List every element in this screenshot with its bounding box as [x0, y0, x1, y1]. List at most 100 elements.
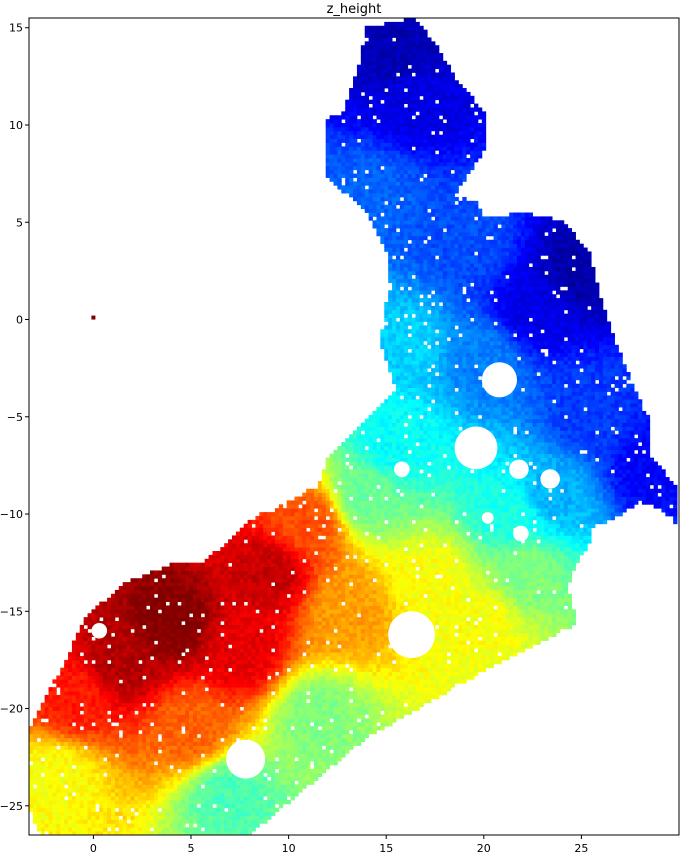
heatmap-cell [279, 637, 283, 641]
heatmap-cell [224, 644, 228, 648]
heatmap-cell [267, 800, 271, 804]
heatmap-cell [107, 633, 111, 637]
heatmap-cell [189, 563, 193, 567]
heatmap-cell [170, 609, 174, 613]
heatmap-cell [52, 738, 56, 742]
heatmap-cell [154, 804, 158, 808]
heatmap-cell [76, 816, 80, 820]
heatmap-cell [326, 477, 330, 481]
heatmap-cell [123, 714, 127, 718]
heatmap-cell [146, 687, 150, 691]
heatmap-cell [255, 590, 259, 594]
heatmap-cell [205, 648, 209, 652]
heatmap-cell [127, 777, 131, 781]
heatmap-cell [279, 551, 283, 555]
heatmap-cell [326, 469, 330, 473]
heatmap-cell [252, 816, 256, 820]
heatmap-cell [283, 777, 287, 781]
heatmap-cell [263, 528, 267, 532]
heatmap-cell [56, 792, 60, 796]
heatmap-cell [228, 629, 232, 633]
heatmap-cell [330, 629, 334, 633]
heatmap-cell [224, 738, 228, 742]
heatmap-cell [64, 703, 68, 707]
heatmap-cell [232, 675, 236, 679]
heatmap-cell [228, 808, 232, 812]
heatmap-cell [49, 804, 53, 808]
heatmap-cell [103, 738, 107, 742]
heatmap-cell [127, 800, 131, 804]
heatmap-cell [76, 656, 80, 660]
heatmap-cell [314, 660, 318, 664]
heatmap-cell [158, 819, 162, 823]
heatmap-cell [88, 644, 92, 648]
heatmap-cell [185, 687, 189, 691]
heatmap-cell [72, 753, 76, 757]
heatmap-cell [68, 753, 72, 757]
heatmap-cell [236, 808, 240, 812]
heatmap-cell [306, 551, 310, 555]
heatmap-cell [228, 788, 232, 792]
heatmap-cell [123, 625, 127, 629]
heatmap-cell [111, 714, 115, 718]
heatmap-cell [271, 695, 275, 699]
heatmap-cell [166, 574, 170, 578]
heatmap-cell [170, 726, 174, 730]
heatmap-cell [310, 711, 314, 715]
heatmap-cell [80, 683, 84, 687]
heatmap-cell [279, 777, 283, 781]
heatmap-cell [170, 590, 174, 594]
heatmap-cell [209, 722, 213, 726]
heatmap-cell [291, 757, 295, 761]
heatmap-cell [142, 804, 146, 808]
heatmap-cell [162, 726, 166, 730]
heatmap-cell [244, 812, 248, 816]
heatmap-cell [185, 582, 189, 586]
heatmap-cell [255, 598, 259, 602]
heatmap-cell [279, 504, 283, 508]
heatmap-cell [267, 586, 271, 590]
heatmap-cell [162, 617, 166, 621]
heatmap-cell [318, 757, 322, 761]
heatmap-cell [146, 816, 150, 820]
heatmap-cell [279, 528, 283, 532]
heatmap-cell [138, 695, 142, 699]
heatmap-cell [220, 765, 224, 769]
heatmap-cell [236, 687, 240, 691]
heatmap-cell [232, 629, 236, 633]
heatmap-cell [216, 570, 220, 574]
heatmap-cell [119, 648, 123, 652]
heatmap-cell [318, 528, 322, 532]
heatmap-cell [209, 621, 213, 625]
heatmap-cell [287, 621, 291, 625]
heatmap-cell [298, 590, 302, 594]
heatmap-cell [95, 734, 99, 738]
heatmap-cell [45, 722, 49, 726]
heatmap-cell [84, 777, 88, 781]
heatmap-cell [212, 570, 216, 574]
heatmap-cell [263, 512, 267, 516]
heatmap-cell [318, 749, 322, 753]
heatmap-cell [127, 796, 131, 800]
heatmap-cell [259, 512, 263, 516]
heatmap-cell [224, 734, 228, 738]
heatmap-cell [170, 781, 174, 785]
heatmap-cell [158, 637, 162, 641]
heatmap-cell [205, 714, 209, 718]
heatmap-cell [146, 664, 150, 668]
heatmap-cell [95, 827, 99, 831]
heatmap-cell [45, 707, 49, 711]
heatmap-cell [259, 590, 263, 594]
heatmap-cell [209, 800, 213, 804]
heatmap-cell [271, 656, 275, 660]
heatmap-cell [287, 722, 291, 726]
heatmap-cell [209, 703, 213, 707]
heatmap-cell [162, 621, 166, 625]
heatmap-cell [146, 683, 150, 687]
heatmap-cell [279, 796, 283, 800]
heatmap-cell [330, 547, 334, 551]
heatmap-cell [236, 812, 240, 816]
heatmap-cell [91, 668, 95, 672]
heatmap-cell [162, 609, 166, 613]
heatmap-cell [162, 781, 166, 785]
